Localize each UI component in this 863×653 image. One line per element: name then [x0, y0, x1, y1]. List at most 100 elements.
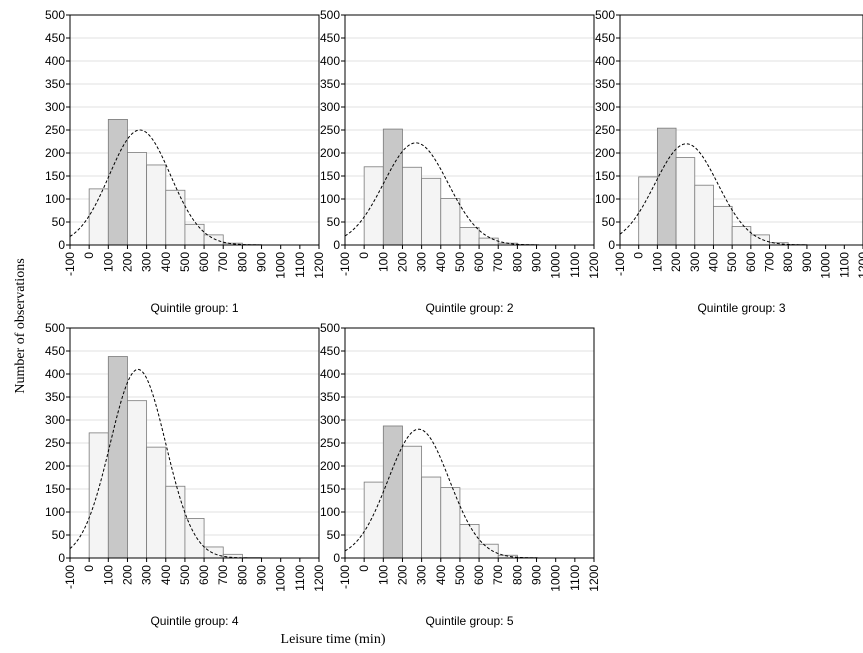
x-tick-label: 1100	[568, 252, 582, 278]
histogram-bar	[656, 127, 677, 246]
y-tick-label: 250	[595, 123, 615, 137]
x-tick-label: 0	[82, 252, 96, 259]
histogram-bar	[694, 184, 714, 246]
normal-curve	[69, 368, 319, 559]
x-tick-label: -100	[63, 565, 77, 589]
y-tick-label: 150	[45, 169, 65, 183]
histogram-bar	[165, 189, 186, 246]
y-tick-label: 200	[595, 146, 615, 160]
histogram-bar	[638, 176, 658, 246]
y-tick-label: 450	[320, 31, 340, 45]
histogram-bar	[731, 226, 752, 246]
x-tick-label: 800	[510, 565, 524, 585]
y-tick-label: 0	[58, 551, 65, 565]
x-tick-label: 600	[472, 565, 486, 585]
x-tick-label: 1100	[837, 252, 851, 278]
x-tick-label: 700	[763, 252, 777, 272]
y-tick-label: 500	[320, 8, 340, 22]
x-tick-label: -100	[338, 252, 352, 276]
x-tick-label: 1100	[293, 252, 307, 278]
histogram-bar	[750, 234, 770, 246]
y-tick-label: 500	[45, 8, 65, 22]
x-tick-label: 200	[395, 252, 409, 272]
x-tick-label: 500	[453, 565, 467, 585]
x-tick-label: 1000	[549, 252, 563, 279]
y-tick-label: 0	[608, 238, 615, 252]
x-tick-label: 800	[235, 565, 249, 585]
histogram-bar	[88, 188, 109, 246]
x-tick-label: 300	[140, 252, 154, 272]
x-tick-label: 1000	[549, 565, 563, 592]
y-tick-label: 450	[45, 344, 65, 358]
histogram-bar	[363, 481, 384, 559]
x-tick-label: 300	[688, 252, 702, 272]
x-tick-label: 1200	[312, 565, 326, 592]
x-tick-label: 0	[82, 565, 96, 572]
y-tick-label: 450	[595, 31, 615, 45]
x-tick-label: 400	[706, 252, 720, 272]
y-tick-label: 150	[320, 169, 340, 183]
y-tick-label: 400	[45, 54, 65, 68]
x-tick-label: 700	[491, 252, 505, 272]
histogram-bar	[478, 237, 499, 246]
x-tick-label: 300	[140, 565, 154, 585]
y-tick-label: 450	[45, 31, 65, 45]
panel-title: Quintile group: 1	[150, 301, 238, 315]
y-axis-title: Number of observations	[13, 258, 28, 393]
x-tick-label: 100	[376, 565, 390, 585]
x-tick-label: 400	[159, 565, 173, 585]
x-tick-label: 800	[781, 252, 795, 272]
y-tick-label: 250	[320, 123, 340, 137]
x-tick-label: 700	[216, 565, 230, 585]
x-tick-label: 700	[216, 252, 230, 272]
x-tick-label: 400	[434, 252, 448, 272]
y-tick-label: 100	[320, 505, 340, 519]
x-tick-label: 100	[376, 252, 390, 272]
x-tick-label: 600	[472, 252, 486, 272]
y-tick-label: 100	[45, 192, 65, 206]
x-tick-label: 400	[434, 565, 448, 585]
histogram-bar	[107, 356, 128, 559]
x-tick-label: 1000	[274, 565, 288, 592]
y-tick-label: 500	[45, 321, 65, 335]
y-tick-label: 150	[45, 482, 65, 496]
y-tick-label: 500	[595, 8, 615, 22]
histogram-bar	[363, 166, 384, 246]
y-tick-label: 300	[595, 100, 615, 114]
x-tick-label: 500	[725, 252, 739, 272]
y-tick-label: 50	[602, 215, 616, 229]
histogram-bar	[382, 128, 403, 246]
x-tick-label: 0	[357, 565, 371, 572]
panel-title: Quintile group: 5	[425, 614, 513, 628]
y-tick-label: 350	[320, 390, 340, 404]
y-tick-label: 100	[595, 192, 615, 206]
y-tick-label: 100	[45, 505, 65, 519]
y-tick-label: 250	[45, 436, 65, 450]
x-tick-label: 1200	[587, 565, 601, 592]
x-tick-label: 500	[178, 252, 192, 272]
x-tick-label: 900	[800, 252, 814, 272]
histogram-bar	[478, 543, 499, 559]
histogram-bar	[402, 445, 423, 559]
y-tick-label: 350	[45, 77, 65, 91]
y-tick-label: 350	[45, 390, 65, 404]
histogram-bar	[146, 164, 167, 246]
x-tick-label: 1200	[856, 252, 863, 279]
histogram-bar	[184, 223, 205, 246]
x-tick-label: 100	[650, 252, 664, 272]
x-tick-label: 200	[395, 565, 409, 585]
y-tick-label: 50	[327, 528, 341, 542]
y-tick-label: 450	[320, 344, 340, 358]
y-tick-label: 350	[595, 77, 615, 91]
histogram-bar	[459, 524, 480, 559]
y-tick-label: 200	[320, 459, 340, 473]
histogram-bar	[127, 152, 148, 246]
x-tick-label: 200	[669, 252, 683, 272]
